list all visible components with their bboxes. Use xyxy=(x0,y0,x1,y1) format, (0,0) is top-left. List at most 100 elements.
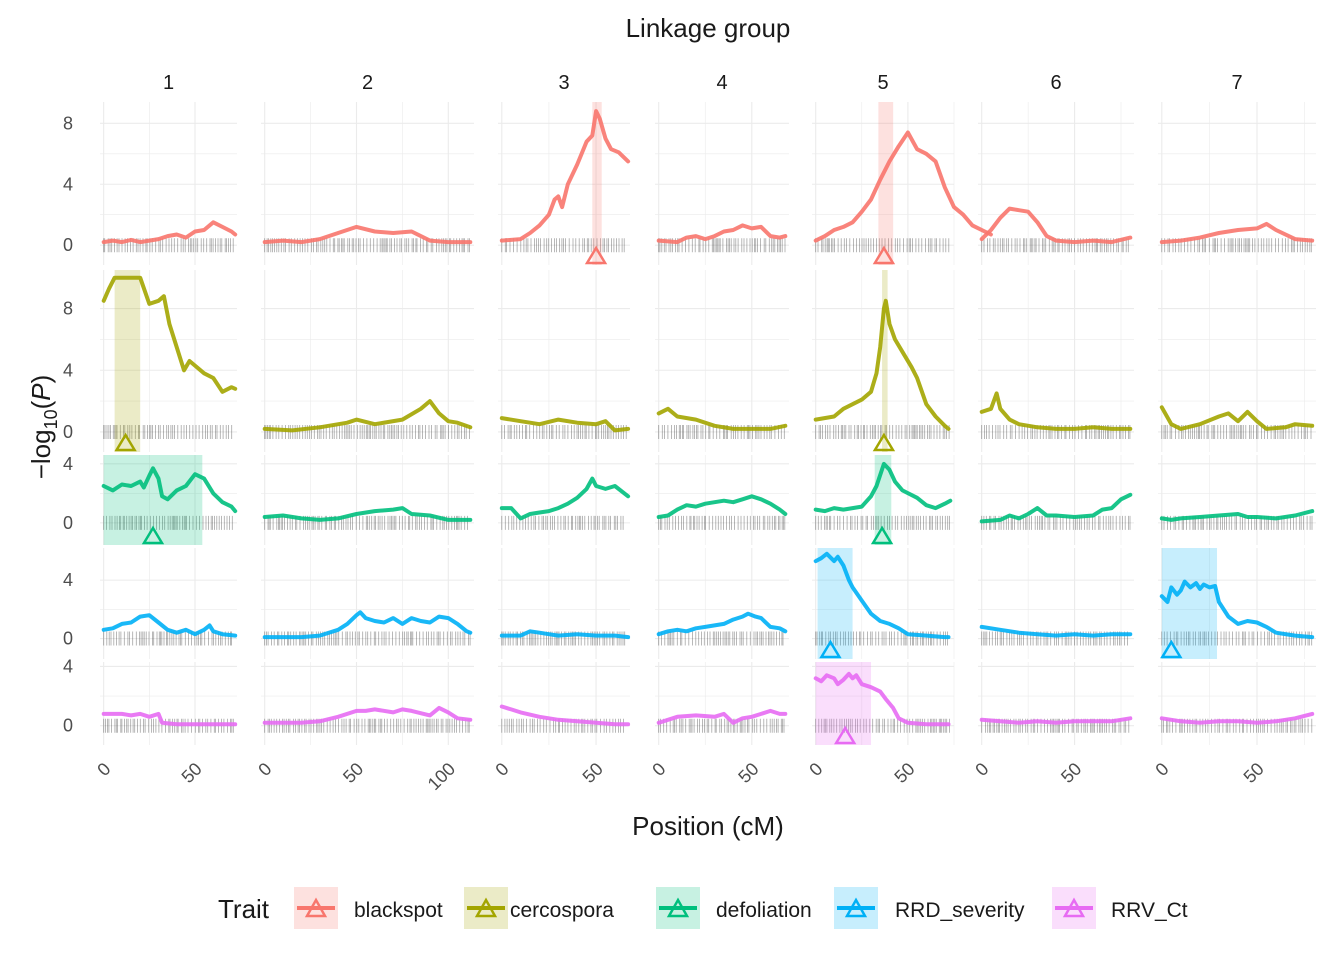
lod-line-defoliation xyxy=(1159,509,1315,522)
marker-rug xyxy=(264,238,470,253)
qtl-band-layer xyxy=(103,102,1218,745)
x-tick-label: 0 xyxy=(93,759,114,780)
x-tick-label: 0 xyxy=(1151,759,1172,780)
marker-rug xyxy=(658,424,785,439)
x-tick-label: 0 xyxy=(648,759,669,780)
qtl-band-blackspot xyxy=(878,102,894,265)
marker-rug xyxy=(658,515,786,530)
legend-key-triangle xyxy=(474,897,498,918)
marker-rug-layer xyxy=(103,238,1313,733)
x-axis-label: Position (cM) xyxy=(632,811,784,841)
marker-rug xyxy=(501,631,626,646)
lod-line-cercospora xyxy=(979,391,1133,431)
marker-rug xyxy=(501,238,625,253)
lod-line-RRV_Ct xyxy=(499,704,631,727)
qtl-band-blackspot xyxy=(592,102,602,265)
qtl-peak-marker-RRD_severity xyxy=(819,639,842,659)
lod-line-cercospora xyxy=(656,406,788,431)
lod-line-blackspot xyxy=(813,130,993,243)
linkage-group-label: 3 xyxy=(558,72,569,94)
y-tick-label: 0 xyxy=(63,629,73,649)
marker-rug xyxy=(658,718,785,733)
legend-title: Trait xyxy=(218,894,270,924)
linkage-group-label: 4 xyxy=(716,72,727,94)
marker-rug xyxy=(981,238,1129,253)
legend-label: cercospora xyxy=(510,899,614,922)
x-tick-label: 50 xyxy=(579,759,607,787)
linkage-group-label: 6 xyxy=(1050,72,1061,94)
lod-line-defoliation xyxy=(262,506,473,522)
y-tick-label: 4 xyxy=(63,656,73,676)
y-tick-label: 0 xyxy=(63,513,73,533)
lod-line-cercospora xyxy=(101,275,238,394)
qtl-peak-marker-blackspot xyxy=(584,245,608,265)
x-tick-label: 50 xyxy=(339,759,367,787)
marker-rug xyxy=(1161,631,1313,646)
lod-line-cercospora xyxy=(262,399,473,433)
y-tick-label: 8 xyxy=(63,113,73,133)
marker-rug xyxy=(1161,424,1312,439)
marker-rug xyxy=(1161,718,1313,733)
legend-key-triangle xyxy=(304,897,328,918)
legend: Trait blackspot cercospora defoliation RRD_… xyxy=(218,887,1188,929)
y-tick-label: 4 xyxy=(63,570,73,590)
x-tick-label: 50 xyxy=(1057,759,1085,787)
lod-line-RRD_severity xyxy=(656,611,788,637)
y-tick-label: 0 xyxy=(63,422,73,442)
x-tick-label: 50 xyxy=(1240,759,1268,787)
marker-rug xyxy=(815,631,948,646)
lod-line-RRD_severity xyxy=(813,551,951,640)
legend-key-triangle xyxy=(844,897,868,918)
lod-line-cercospora xyxy=(1159,405,1315,431)
x-tick-label: 50 xyxy=(734,759,762,787)
linkage-group-label: 1 xyxy=(163,72,174,94)
y-axis-label: −log10(P) xyxy=(26,375,61,480)
y-tick-label: 4 xyxy=(63,454,73,474)
lod-line-layer xyxy=(101,109,1315,727)
x-tick-label: 0 xyxy=(254,759,275,780)
qtl-marker-layer xyxy=(114,245,1183,745)
lod-line-blackspot xyxy=(979,206,1133,245)
marker-rug xyxy=(103,238,234,253)
legend-label: RRV_Ct xyxy=(1111,899,1188,922)
qtl-band-RRD_severity xyxy=(817,548,853,659)
legend-label: RRD_severity xyxy=(895,899,1025,922)
y-tick-label: 8 xyxy=(63,299,73,319)
marker-rug xyxy=(501,424,627,439)
lod-line-RRD_severity xyxy=(1159,579,1315,640)
qtl-peak-marker-blackspot xyxy=(872,245,896,265)
x-tick-label: 50 xyxy=(178,759,206,787)
x-tick-label: 0 xyxy=(971,759,992,780)
lod-line-blackspot xyxy=(656,223,788,245)
linkage-group-label: 5 xyxy=(877,72,888,94)
lod-line-defoliation xyxy=(101,466,238,514)
marker-rug xyxy=(1161,515,1313,530)
marker-rug xyxy=(264,718,470,733)
legend-key-triangle xyxy=(1062,897,1086,918)
y-tick-label: 4 xyxy=(63,360,73,380)
lod-line-cercospora xyxy=(499,416,631,433)
marker-rug xyxy=(103,631,232,646)
marker-rug xyxy=(815,515,950,530)
lod-line-defoliation xyxy=(813,461,953,514)
chart-title: Linkage group xyxy=(626,13,791,43)
lod-line-blackspot xyxy=(262,224,473,245)
qtl-peak-marker-cercospora xyxy=(114,432,137,452)
qtl-band-cercospora xyxy=(882,270,888,452)
linkage-group-label: 2 xyxy=(362,72,373,94)
marker-rug xyxy=(1161,238,1312,253)
marker-rug xyxy=(815,238,950,253)
legend-label: defoliation xyxy=(716,899,812,922)
lod-line-defoliation xyxy=(499,476,631,521)
qtl-band-cercospora xyxy=(114,270,141,452)
marker-rug xyxy=(658,238,786,253)
legend-label: blackspot xyxy=(354,899,443,922)
lod-line-RRD_severity xyxy=(101,613,238,638)
qtl-peak-marker-defoliation xyxy=(870,525,894,545)
marker-rug xyxy=(981,631,1128,646)
marker-rug xyxy=(103,424,233,439)
marker-rug xyxy=(103,515,233,530)
x-tick-label: 50 xyxy=(890,759,918,787)
